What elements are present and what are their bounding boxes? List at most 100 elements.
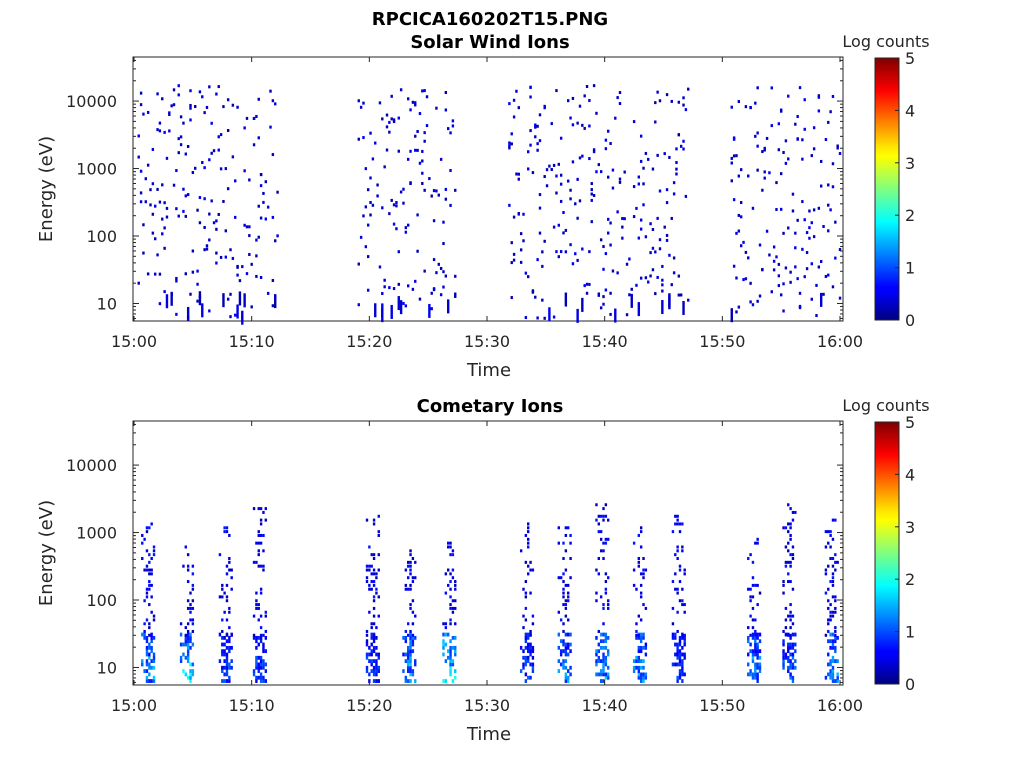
spectrogram-cell	[228, 649, 231, 654]
spectrogram-cell	[756, 86, 759, 90]
spectrogram-cell	[642, 182, 645, 186]
spectrogram-cell	[423, 269, 426, 273]
spectrogram-cell	[550, 167, 553, 171]
spectrogram-cell	[369, 200, 372, 204]
spectrogram-cell	[681, 652, 684, 657]
spectrogram-cell	[259, 665, 263, 670]
spectrogram-cell	[529, 85, 532, 89]
x-tick-label: 15:00	[111, 332, 157, 351]
spectrogram-cell	[139, 91, 143, 95]
spectrogram-cell	[562, 603, 565, 607]
spectrogram-cell	[451, 549, 455, 553]
spectrogram-cell	[522, 662, 525, 667]
spectrogram-cell	[229, 248, 232, 252]
spectrogram-cell	[368, 568, 371, 572]
spectrogram-cell	[564, 642, 568, 647]
spectrogram-cell	[189, 669, 192, 673]
spectrogram-cell	[756, 131, 759, 135]
spectrogram-cell	[152, 655, 156, 660]
spectrogram-cell	[602, 302, 605, 306]
spectrogram-cell	[751, 672, 755, 677]
spectrogram-cell	[791, 553, 795, 557]
spectrogram-cell	[151, 212, 155, 216]
spectrogram-cell	[262, 533, 265, 537]
spectrogram-cell	[430, 194, 433, 198]
spectrogram-cell	[390, 117, 393, 121]
spectrogram-cell	[377, 665, 380, 670]
spectrogram-cell	[365, 642, 369, 647]
spectrogram-cell	[259, 518, 263, 522]
axes-cometary: 15:00 15:10 15:20 15:30 15:40 15:50 16:0010100…	[66, 421, 863, 715]
spectrogram-cell	[406, 622, 410, 626]
spectrogram-cell	[222, 293, 225, 308]
spectrogram-cell	[784, 526, 788, 530]
spectrogram-cell	[454, 583, 457, 587]
spectrogram-cell	[145, 675, 149, 680]
spectrogram-cell	[366, 288, 370, 292]
spectrogram-cell	[758, 243, 762, 247]
spectrogram-cell	[259, 672, 263, 677]
spectrogram-cell	[678, 652, 682, 657]
spectrogram-cell	[803, 127, 806, 131]
spectrogram-cell	[801, 247, 804, 251]
spectrogram-cell	[423, 188, 426, 192]
spectrogram-cell	[791, 655, 795, 660]
spectrogram-cell	[527, 642, 530, 647]
spectrogram-cell	[534, 295, 537, 299]
spectrogram-cell	[510, 296, 513, 300]
spectrogram-cell	[444, 274, 448, 278]
spectrogram-cell	[368, 652, 371, 657]
spectrogram-cell	[642, 166, 645, 170]
colorbar-label-cometary: Log counts	[842, 396, 929, 415]
spectrogram-cell	[732, 137, 736, 141]
spectrogram-cell	[359, 105, 363, 109]
spectrogram-cell	[225, 679, 229, 683]
spectrogram-cell	[829, 639, 832, 644]
spectrogram-cell	[756, 635, 759, 640]
spectrogram-cell	[754, 645, 757, 650]
spectrogram-cell	[150, 645, 153, 650]
spectrogram-cell	[772, 259, 776, 263]
spectrogram-cell	[819, 259, 823, 263]
spectrogram-cell	[639, 645, 643, 650]
spectrogram-cell	[609, 291, 612, 295]
spectrogram-cell	[378, 101, 382, 105]
spectrogram-cell	[257, 507, 260, 511]
spectrogram-cell	[152, 652, 156, 657]
spectrogram-cell	[536, 148, 539, 152]
spectrogram-cell	[529, 568, 532, 572]
spectrogram-cell	[203, 248, 206, 252]
spectrogram-cell	[815, 283, 818, 287]
spectrogram-cell	[404, 659, 408, 664]
spectrogram-cell	[678, 564, 682, 568]
spectrogram-cell	[375, 652, 378, 657]
spectrogram-cell	[524, 606, 528, 610]
spectrogram-cell	[592, 148, 596, 152]
spectrogram-cell	[567, 675, 570, 680]
spectrogram-cell	[744, 277, 748, 281]
spectrogram-cell	[152, 549, 156, 553]
spectrogram-cell	[737, 229, 741, 233]
spectrogram-cell	[602, 541, 605, 545]
spectrogram-cell	[562, 639, 565, 644]
spectrogram-cell	[225, 645, 229, 650]
spectrogram-cell	[590, 198, 593, 202]
spectrogram-cell	[798, 86, 802, 90]
spectrogram-cell	[661, 289, 664, 293]
spectrogram-cell	[454, 649, 457, 654]
spectrogram-cell	[671, 580, 675, 584]
spectrogram-cell	[747, 672, 750, 677]
spectrogram-cell	[819, 159, 823, 163]
spectrogram-cell	[416, 249, 419, 253]
spectrogram-cell	[677, 293, 681, 297]
spectrogram-cell	[592, 193, 596, 197]
spectrogram-cell	[395, 204, 398, 208]
spectrogram-cell	[404, 226, 408, 230]
spectrogram-cell	[257, 669, 260, 673]
spectrogram-cell	[658, 247, 662, 251]
spectrogram-cell	[597, 557, 601, 561]
spectrogram-cell	[602, 557, 605, 561]
spectrogram-cell	[228, 606, 231, 610]
spectrogram-cell	[787, 665, 790, 670]
spectrogram-cell	[784, 564, 788, 568]
